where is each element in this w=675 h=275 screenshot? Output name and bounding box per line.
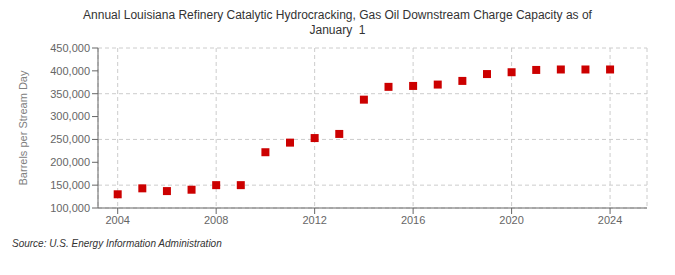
svg-text:350,000: 350,000 bbox=[50, 88, 90, 100]
svg-text:200,000: 200,000 bbox=[50, 156, 90, 168]
html-text:Source: U.S. Energy Informatio: Source: U.S. Energy Information Administ… bbox=[12, 238, 222, 249]
svg-text:2024: 2024 bbox=[598, 214, 622, 226]
svg-text:2004: 2004 bbox=[105, 214, 129, 226]
svg-text:400,000: 400,000 bbox=[50, 65, 90, 77]
svg-text:2020: 2020 bbox=[499, 214, 523, 226]
html-text:Annual Louisiana Refinery Cata: Annual Louisiana Refinery Catalytic Hydr… bbox=[83, 8, 592, 22]
svg-text:450,000: 450,000 bbox=[50, 42, 90, 54]
svg-text:300,000: 300,000 bbox=[50, 110, 90, 122]
html-text:January 1: January 1 bbox=[309, 23, 366, 37]
svg-text:2012: 2012 bbox=[302, 214, 326, 226]
svg-text:250,000: 250,000 bbox=[50, 133, 90, 145]
svg-text:2016: 2016 bbox=[401, 214, 425, 226]
svg-text:Barrels per Stream Day: Barrels per Stream Day bbox=[17, 70, 29, 185]
svg-text:150,000: 150,000 bbox=[50, 179, 90, 191]
svg-text:100,000: 100,000 bbox=[50, 202, 90, 214]
svg-text:2008: 2008 bbox=[204, 214, 228, 226]
